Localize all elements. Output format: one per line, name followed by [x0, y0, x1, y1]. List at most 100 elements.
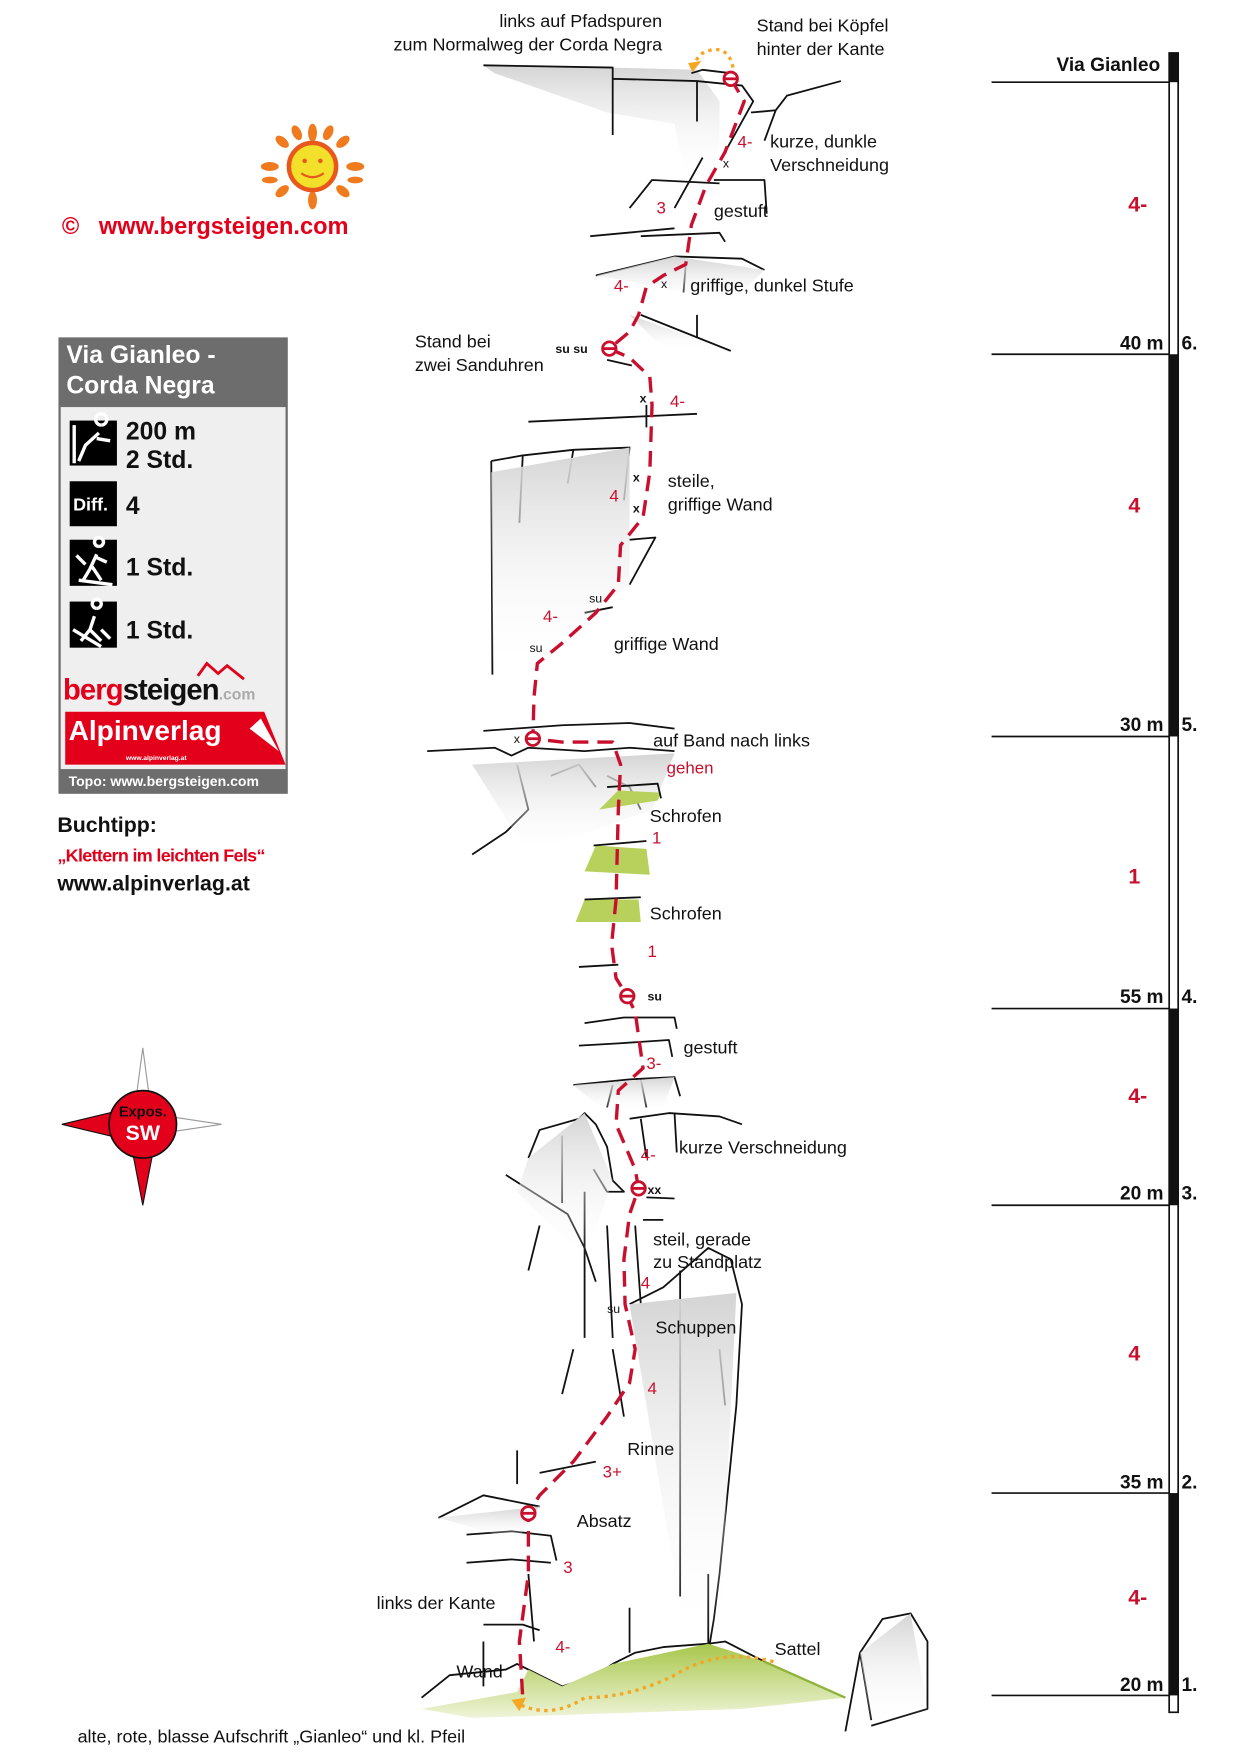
svg-text:Absatz: Absatz [577, 1511, 632, 1531]
difficulty-label: Diff. [73, 495, 108, 515]
svg-text:su: su [530, 641, 543, 655]
svg-text:su: su [648, 990, 662, 1004]
difficulty-value: 4 [126, 493, 140, 520]
svg-text:4-: 4- [670, 392, 685, 411]
route-annotations: links auf Pfadspuren zum Normalweg der C… [78, 11, 889, 1747]
svg-text:3.: 3. [1182, 1184, 1198, 1205]
svg-text:alte, rote, blasse Aufschrift: alte, rote, blasse Aufschrift „Gianleo“ … [78, 1727, 466, 1747]
svg-text:4.: 4. [1182, 987, 1198, 1008]
svg-text:4-: 4- [641, 1145, 656, 1164]
svg-text:Sattel: Sattel [775, 1639, 821, 1659]
svg-text:4-: 4- [737, 132, 752, 151]
svg-text:Alpinverlag: Alpinverlag [69, 715, 222, 746]
svg-text:3: 3 [563, 1558, 572, 1577]
exit-path [693, 47, 735, 68]
svg-text:Schrofen: Schrofen [650, 806, 722, 826]
info-footer: Topo: www.bergsteigen.com [69, 773, 259, 789]
svg-text:Stand bei: Stand bei [415, 331, 491, 351]
pitch-4: 1 55 m 4. [1120, 865, 1197, 1008]
svg-text:griffige Wand: griffige Wand [614, 634, 719, 654]
svg-text:6.: 6. [1182, 334, 1198, 355]
svg-text:3: 3 [657, 199, 666, 218]
route-length: 200 m [126, 419, 196, 446]
alpinverlag-logo: Alpinverlag www.alpinverlag.at [65, 711, 286, 765]
svg-text:3+: 3+ [603, 1462, 622, 1481]
svg-text:4: 4 [641, 1273, 650, 1292]
exit-arrow-icon [688, 60, 702, 73]
svg-text:x: x [633, 470, 640, 484]
svg-text:4: 4 [648, 1379, 657, 1398]
pitch-2: 4 35 m 2. [1120, 1341, 1197, 1493]
info-box: Via Gianleo - Corda Negra 200 m 2 Std. D… [58, 337, 288, 794]
svg-text:griffige, dunkel Stufe: griffige, dunkel Stufe [690, 275, 854, 295]
compass-direction: SW [126, 1121, 161, 1145]
climb-time: 2 Std. [126, 447, 193, 474]
descent-time: 1 Std. [126, 618, 193, 645]
svg-text:www.alpinverlag.at: www.alpinverlag.at [125, 755, 188, 762]
approach-time: 1 Std. [126, 555, 193, 582]
belay-stations [520, 70, 739, 1522]
rock-face-drawing [421, 64, 929, 1732]
pitch-scale: Via Gianleo 4- 40 m 6. 4 30 m 5. 1 55 m [991, 52, 1198, 1714]
svg-text:hinter der Kante: hinter der Kante [757, 39, 885, 59]
svg-text:xx: xx [648, 1183, 662, 1197]
info-title-line2: Corda Negra [66, 373, 215, 400]
scale-title: Via Gianleo [1056, 55, 1160, 76]
pitch-1: 4- 20 m 1. [1120, 1585, 1197, 1696]
svg-text:4: 4 [1128, 1341, 1140, 1365]
difficulty-icon [69, 481, 117, 527]
svg-text:zwei Sanduhren: zwei Sanduhren [415, 355, 544, 375]
svg-text:4: 4 [609, 487, 618, 506]
svg-text:kurze, dunkle: kurze, dunkle [770, 131, 877, 151]
svg-text:x: x [723, 157, 730, 171]
svg-text:35 m: 35 m [1120, 1473, 1164, 1494]
info-title-line1: Via Gianleo - [66, 342, 215, 369]
svg-text:4-: 4- [614, 276, 629, 295]
pitch-3: 4- 20 m 3. [1120, 1084, 1197, 1205]
svg-text:Rinne: Rinne [627, 1439, 674, 1459]
svg-text:4-: 4- [1128, 1585, 1147, 1609]
svg-text:links auf Pfadspuren: links auf Pfadspuren [499, 11, 662, 31]
svg-text:auf Band nach links: auf Band nach links [653, 731, 810, 751]
book-tip-heading: Buchtipp: [57, 813, 157, 837]
sun-logo-icon [260, 123, 365, 210]
svg-text:3-: 3- [646, 1054, 661, 1073]
svg-text:su: su [589, 592, 602, 606]
svg-text:zu Standplatz: zu Standplatz [653, 1252, 762, 1272]
svg-text:Schrofen: Schrofen [650, 904, 722, 924]
svg-text:x: x [640, 392, 647, 406]
svg-text:steil, gerade: steil, gerade [653, 1230, 751, 1250]
svg-text:gestuft: gestuft [714, 201, 768, 221]
svg-text:4: 4 [1128, 494, 1140, 518]
compass-icon: Expos. SW [61, 1047, 222, 1206]
svg-text:4-: 4- [543, 607, 558, 626]
route-grades: 4- 3 4- 4- 4 4- 1 1 3- 4- 4 4 3+ 3 4- [543, 132, 752, 1656]
svg-text:bergsteigen.com: bergsteigen.com [63, 674, 255, 706]
svg-text:5.: 5. [1182, 715, 1198, 736]
svg-text:zum Normalweg der Corda Negra: zum Normalweg der Corda Negra [394, 35, 663, 55]
pitch-6: 4- 40 m 6. [1120, 192, 1197, 354]
climber-icon [69, 420, 117, 466]
book-tip-url[interactable]: www.alpinverlag.at [56, 871, 250, 895]
svg-text:Verschneidung: Verschneidung [770, 155, 889, 175]
protection-marks: x x su su x x x su su x su xx su [514, 157, 730, 1317]
svg-text:su: su [607, 1302, 620, 1316]
svg-text:x: x [514, 732, 521, 746]
svg-text:kurze Verschneidung: kurze Verschneidung [679, 1138, 847, 1158]
website-link[interactable]: www.bergsteigen.com [98, 214, 349, 240]
svg-text:40 m: 40 m [1120, 334, 1164, 355]
svg-text:4-: 4- [1128, 192, 1147, 216]
svg-text:20 m: 20 m [1120, 1184, 1164, 1205]
svg-text:Wand: Wand [456, 1661, 502, 1681]
svg-text:su su: su su [555, 342, 587, 356]
svg-text:4-: 4- [1128, 1084, 1147, 1108]
svg-text:x: x [661, 277, 668, 291]
approach-path [516, 1655, 774, 1713]
approach-arrow-icon [511, 1697, 527, 1712]
svg-text:Stand bei Köpfel: Stand bei Köpfel [757, 16, 889, 36]
climbing-route-line [517, 77, 746, 1698]
svg-text:2.: 2. [1182, 1473, 1198, 1494]
svg-text:4-: 4- [555, 1638, 570, 1657]
svg-text:gehen: gehen [667, 759, 714, 778]
